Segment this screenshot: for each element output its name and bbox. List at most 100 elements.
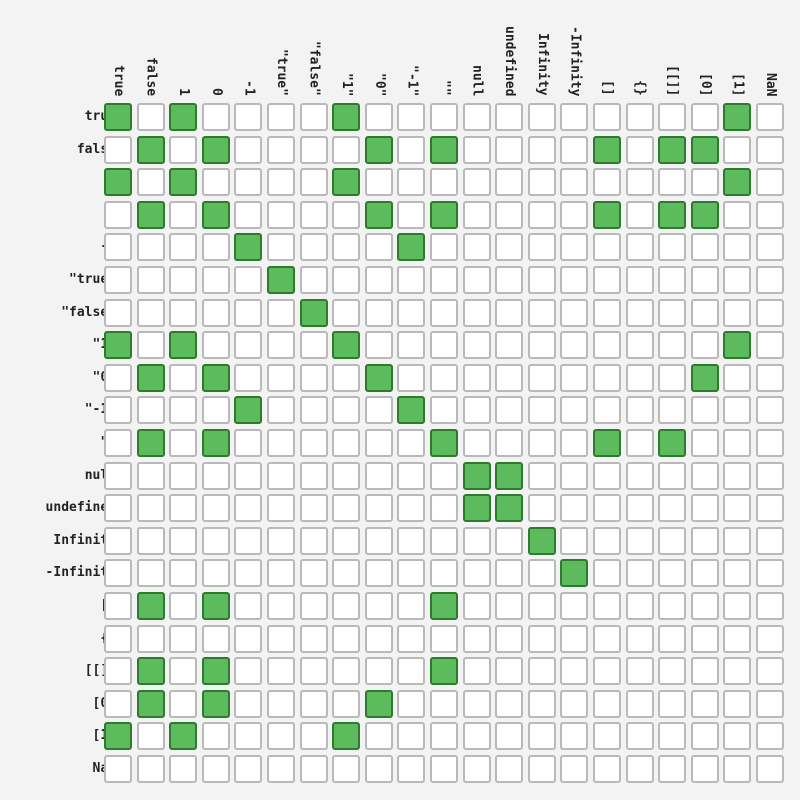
cell-not-equal [560, 429, 589, 457]
cell-equal [430, 135, 458, 164]
cell-not-equal [104, 494, 132, 523]
cell-not-equal [462, 689, 491, 718]
cell-not-equal [364, 461, 393, 490]
cell-not-equal [723, 266, 752, 294]
cell-equal [169, 103, 198, 131]
cell-equal [136, 363, 165, 392]
cell-equal [430, 657, 458, 686]
column-label: "false" [306, 41, 322, 96]
cell-not-equal [593, 266, 621, 294]
cell-not-equal [364, 494, 393, 523]
cell-not-equal [136, 233, 165, 262]
cell-not-equal [690, 298, 719, 327]
row-label: false [76, 141, 116, 157]
cell-not-equal [625, 689, 654, 718]
cell-not-equal [299, 396, 328, 425]
row-label: 0 [0, 201, 116, 229]
cell-equal [104, 168, 132, 197]
cell-not-equal [756, 298, 784, 327]
cell-not-equal [234, 266, 263, 294]
cell-not-equal [527, 396, 556, 425]
cell-not-equal [560, 461, 589, 490]
cell-not-equal [299, 526, 328, 555]
cell-not-equal [136, 624, 165, 653]
cell-not-equal [690, 396, 719, 425]
cell-not-equal [397, 429, 426, 457]
cell-not-equal [430, 331, 458, 360]
cell-not-equal [104, 592, 132, 620]
column-label: false [143, 56, 159, 96]
cell-not-equal [332, 298, 361, 327]
cell-not-equal [299, 168, 328, 197]
cell-not-equal [527, 755, 556, 783]
cell-not-equal [430, 689, 458, 718]
cell-not-equal [495, 233, 524, 262]
cell-not-equal [560, 722, 589, 751]
cell-not-equal [267, 298, 295, 327]
cell-not-equal [527, 559, 556, 588]
cell-equal [364, 135, 393, 164]
cell-not-equal [332, 592, 361, 620]
cell-equal [430, 200, 458, 229]
cell-not-equal [169, 200, 198, 229]
column-label: [[]] [665, 64, 681, 96]
cell-equal [201, 429, 230, 457]
cell-not-equal [625, 331, 654, 360]
cell-not-equal [136, 298, 165, 327]
cell-not-equal [690, 624, 719, 653]
row-label: -Infinity [45, 565, 116, 581]
cell-not-equal [560, 689, 589, 718]
cell-not-equal [593, 592, 621, 620]
cell-not-equal [462, 624, 491, 653]
cell-not-equal [104, 624, 132, 653]
cell-not-equal [299, 755, 328, 783]
cell-not-equal [593, 755, 621, 783]
cell-not-equal [430, 722, 458, 751]
cell-not-equal [397, 103, 426, 131]
cell-not-equal [332, 526, 361, 555]
cell-not-equal [723, 363, 752, 392]
cell-not-equal [397, 331, 426, 360]
column-label: -Infinity [567, 25, 583, 96]
cell-not-equal [267, 494, 295, 523]
cell-not-equal [397, 168, 426, 197]
cell-not-equal [756, 494, 784, 523]
cell-not-equal [527, 689, 556, 718]
cell-not-equal [527, 331, 556, 360]
row-label: 1 [0, 168, 116, 196]
cell-not-equal [104, 755, 132, 783]
cell-not-equal [169, 266, 198, 294]
cell-not-equal [462, 200, 491, 229]
cell-not-equal [430, 624, 458, 653]
cell-not-equal [430, 526, 458, 555]
cell-not-equal [201, 559, 230, 588]
cell-not-equal [234, 526, 263, 555]
cell-not-equal [756, 592, 784, 620]
cell-not-equal [332, 233, 361, 262]
cell-not-equal [658, 168, 687, 197]
cell-not-equal [267, 657, 295, 686]
cell-not-equal [364, 657, 393, 686]
cell-not-equal [364, 103, 393, 131]
cell-not-equal [332, 689, 361, 718]
cell-not-equal [430, 298, 458, 327]
cell-not-equal [201, 331, 230, 360]
cell-equal [201, 592, 230, 620]
cell-not-equal [462, 103, 491, 131]
cell-not-equal [756, 559, 784, 588]
cell-not-equal [756, 526, 784, 555]
cell-not-equal [690, 526, 719, 555]
cell-not-equal [495, 363, 524, 392]
cell-not-equal [104, 396, 132, 425]
cell-not-equal [332, 429, 361, 457]
cell-not-equal [756, 722, 784, 751]
cell-equal [658, 200, 687, 229]
cell-not-equal [169, 624, 198, 653]
cell-not-equal [299, 559, 328, 588]
cell-not-equal [104, 526, 132, 555]
cell-not-equal [625, 396, 654, 425]
cell-not-equal [136, 559, 165, 588]
cell-equal [136, 429, 165, 457]
cell-equal [234, 233, 263, 262]
